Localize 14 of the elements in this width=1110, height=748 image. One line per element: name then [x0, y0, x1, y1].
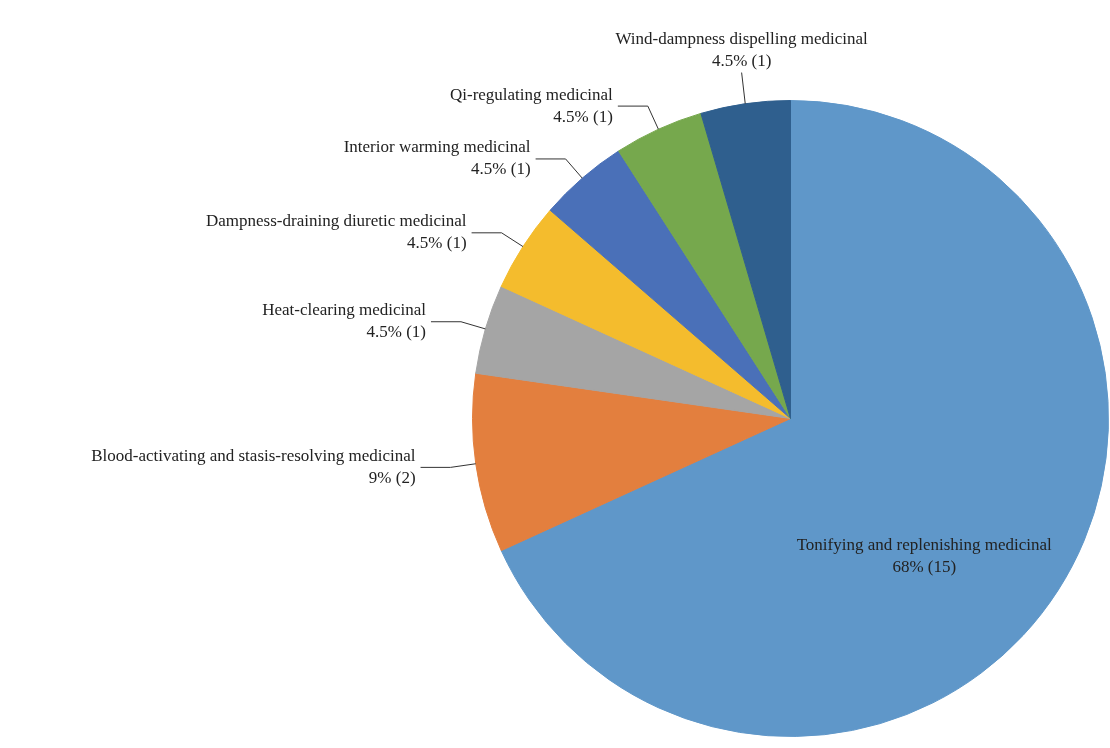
data-label: 9% (2) — [368, 467, 416, 487]
data-label: 4.5% (1) — [711, 51, 772, 71]
data-label: 4.5% (1) — [407, 233, 467, 253]
slice-label: Tonifying and replenishing medicinal — [796, 534, 1053, 554]
slice-label: Dampness-draining diuretic medicinal — [205, 211, 467, 231]
data-label: 4.5% (1) — [553, 106, 613, 126]
slice-label: Wind-dampness dispelling medicinal — [615, 29, 869, 49]
data-label: 4.5% (1) — [366, 322, 426, 342]
data-label: 68% (15) — [892, 556, 957, 576]
slice-label: Blood-activating and stasis-resolving medicinal — [91, 445, 416, 465]
slice-label: Heat-clearing medicinal — [262, 300, 427, 320]
data-label: 4.5% (1) — [471, 159, 531, 179]
slice-label: Interior warming medicinal — [343, 137, 531, 157]
slice-label: Qi-regulating medicinal — [449, 84, 614, 104]
